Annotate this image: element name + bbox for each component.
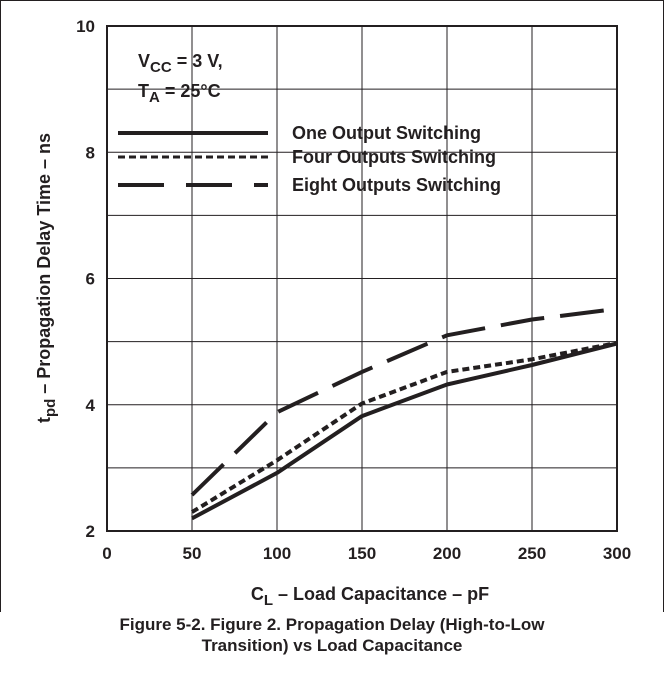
caption-line-2: Transition) vs Load Capacitance xyxy=(201,636,463,655)
plot-border xyxy=(106,25,618,532)
tick-labels: 0 50 100 150 200 250 300 2 4 6 8 10 xyxy=(76,17,631,563)
y-tick-label: 2 xyxy=(86,522,95,541)
legend-label-3: Eight Outputs Switching xyxy=(292,175,501,195)
propagation-delay-chart: 0 50 100 150 200 250 300 2 4 6 8 10 VCC = 3 V, TA =… xyxy=(34,17,631,609)
x-tick-label: 100 xyxy=(263,544,291,563)
legend-label-2: Four Outputs Switching xyxy=(292,147,496,167)
y-axis-label: tpd – Propagation Delay Time – ns xyxy=(34,133,59,423)
x-tick-label: 50 xyxy=(183,544,202,563)
series-line-1 xyxy=(191,341,618,521)
y-tick-label: 8 xyxy=(86,143,95,162)
caption-line-1: Figure 5-2. Figure 2. Propagation Delay … xyxy=(119,615,545,634)
condition-ta: TA = 25°C xyxy=(138,81,221,106)
y-tick-label: 6 xyxy=(86,270,95,289)
series-lines xyxy=(190,306,618,521)
series-line-2 xyxy=(190,340,618,514)
figure-frame-top xyxy=(0,0,663,1)
x-axis-label: CL – Load Capacitance – pF xyxy=(251,584,489,609)
series-line-3 xyxy=(190,306,618,497)
y-tick-label: 4 xyxy=(86,396,96,415)
legend: One Output Switching Four Outputs Switchi… xyxy=(118,123,501,195)
x-tick-label: 200 xyxy=(433,544,461,563)
x-tick-label: 0 xyxy=(102,544,111,563)
grid xyxy=(107,26,617,531)
figure-frame-left xyxy=(0,0,1,612)
x-tick-label: 300 xyxy=(603,544,631,563)
condition-vcc: VCC = 3 V, xyxy=(138,51,223,76)
x-tick-label: 150 xyxy=(348,544,376,563)
legend-label-1: One Output Switching xyxy=(292,123,481,143)
y-tick-label: 10 xyxy=(76,17,95,36)
figure-caption: Figure 5-2. Figure 2. Propagation Delay … xyxy=(0,614,664,656)
x-tick-label: 250 xyxy=(518,544,546,563)
